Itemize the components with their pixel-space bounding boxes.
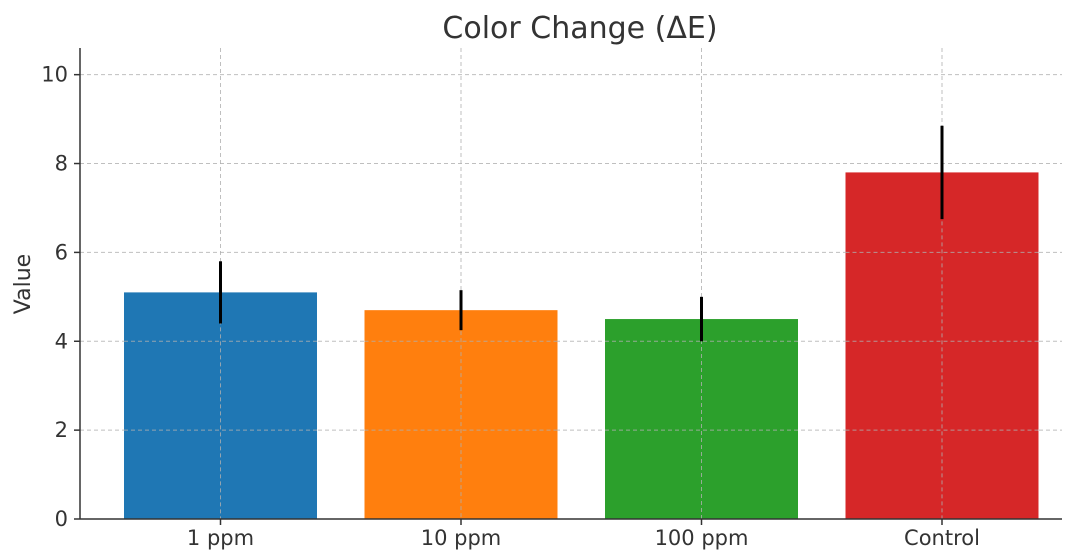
y-axis-label: Value [11,254,36,314]
tick-labels: 0 2 4 6 8 10 1 ppm 10 ppm 100 ppm Control [41,63,980,550]
y-tick-label: 4 [55,329,68,353]
bar-10-ppm [364,310,558,519]
y-tick-label: 2 [55,418,68,442]
x-tick-label: Control [904,526,980,550]
y-tick-label: 8 [55,152,68,176]
bars [124,172,1039,519]
axes [74,48,1062,525]
y-tick-label: 6 [55,240,68,264]
x-tick-label: 100 ppm [655,526,749,550]
y-tick-label: 10 [41,63,68,87]
y-tick-label: 0 [55,507,68,531]
x-tick-label: 1 ppm [187,526,254,550]
x-tick-label: 10 ppm [421,526,502,550]
chart-title: Color Change (ΔE) [442,11,717,46]
error-bars [219,125,944,342]
